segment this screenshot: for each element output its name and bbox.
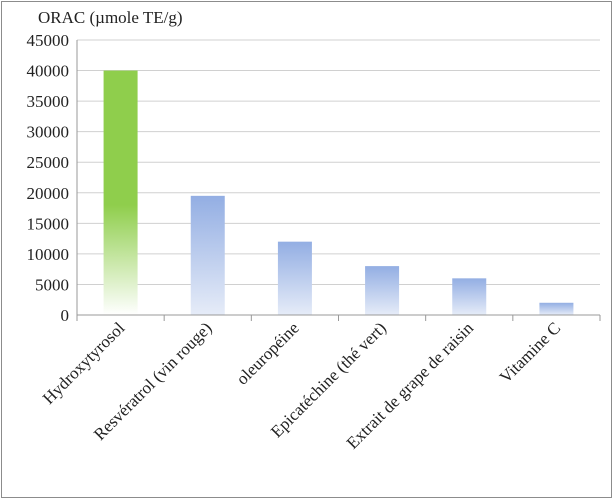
- bar: [190, 195, 225, 315]
- axes: [76, 40, 601, 321]
- y-axis-label: ORAC (µmole TE/g): [38, 8, 183, 27]
- y-tick-label: 45000: [27, 31, 70, 50]
- y-tick-label: 10000: [27, 245, 70, 264]
- gridlines: [77, 39, 600, 285]
- x-tick-label: Vitamine C: [496, 318, 564, 386]
- bar: [365, 266, 400, 315]
- y-tick-labels: 0 5000 10000 15000 20000 25000 30000 35000 40000…: [27, 31, 70, 325]
- y-tick-label: 35000: [27, 92, 70, 111]
- bar: [539, 302, 574, 315]
- y-tick-label: 40000: [27, 62, 70, 81]
- x-tick-label: Hydroxytyrosol: [39, 318, 129, 408]
- bar: [277, 241, 312, 315]
- bar: [452, 278, 487, 315]
- y-tick-label: 20000: [27, 184, 70, 203]
- bar: [103, 70, 138, 315]
- y-tick-label: 25000: [27, 153, 70, 172]
- y-tick-label: 15000: [27, 214, 70, 233]
- y-tick-label: 0: [61, 306, 70, 325]
- bars: [103, 70, 574, 315]
- x-tick-label: oleuropéine: [233, 318, 303, 388]
- y-tick-label: 5000: [35, 275, 69, 294]
- y-tick-label: 30000: [27, 123, 70, 142]
